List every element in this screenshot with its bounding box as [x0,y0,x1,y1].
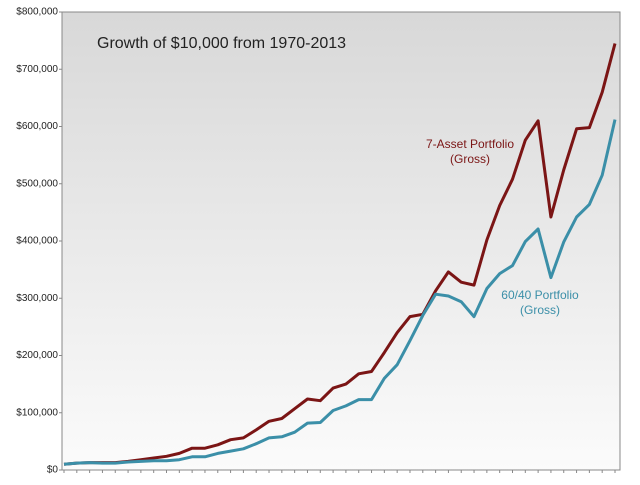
y-tick-label: $700,000 [16,64,58,75]
series-line [63,119,617,466]
chart-title: Growth of $10,000 from 1970-2013 [97,35,346,52]
y-tick-label: $800,000 [16,7,58,18]
series-label: 7-Asset Portfolio [426,137,514,151]
y-tick-label: $300,000 [16,293,58,304]
y-tick-label: $600,000 [16,121,58,132]
series-label: (Gross) [520,303,560,317]
series-label: 60/40 Portfolio [501,288,579,302]
y-tick-label: $500,000 [16,178,58,189]
y-tick-label: $200,000 [16,350,58,361]
y-tick-label: $100,000 [16,407,58,418]
y-tick-label: $400,000 [16,236,58,247]
plot-area [61,11,621,471]
series-line [63,43,617,466]
series-label: (Gross) [450,152,490,166]
y-tick-label: $0 [47,465,59,476]
